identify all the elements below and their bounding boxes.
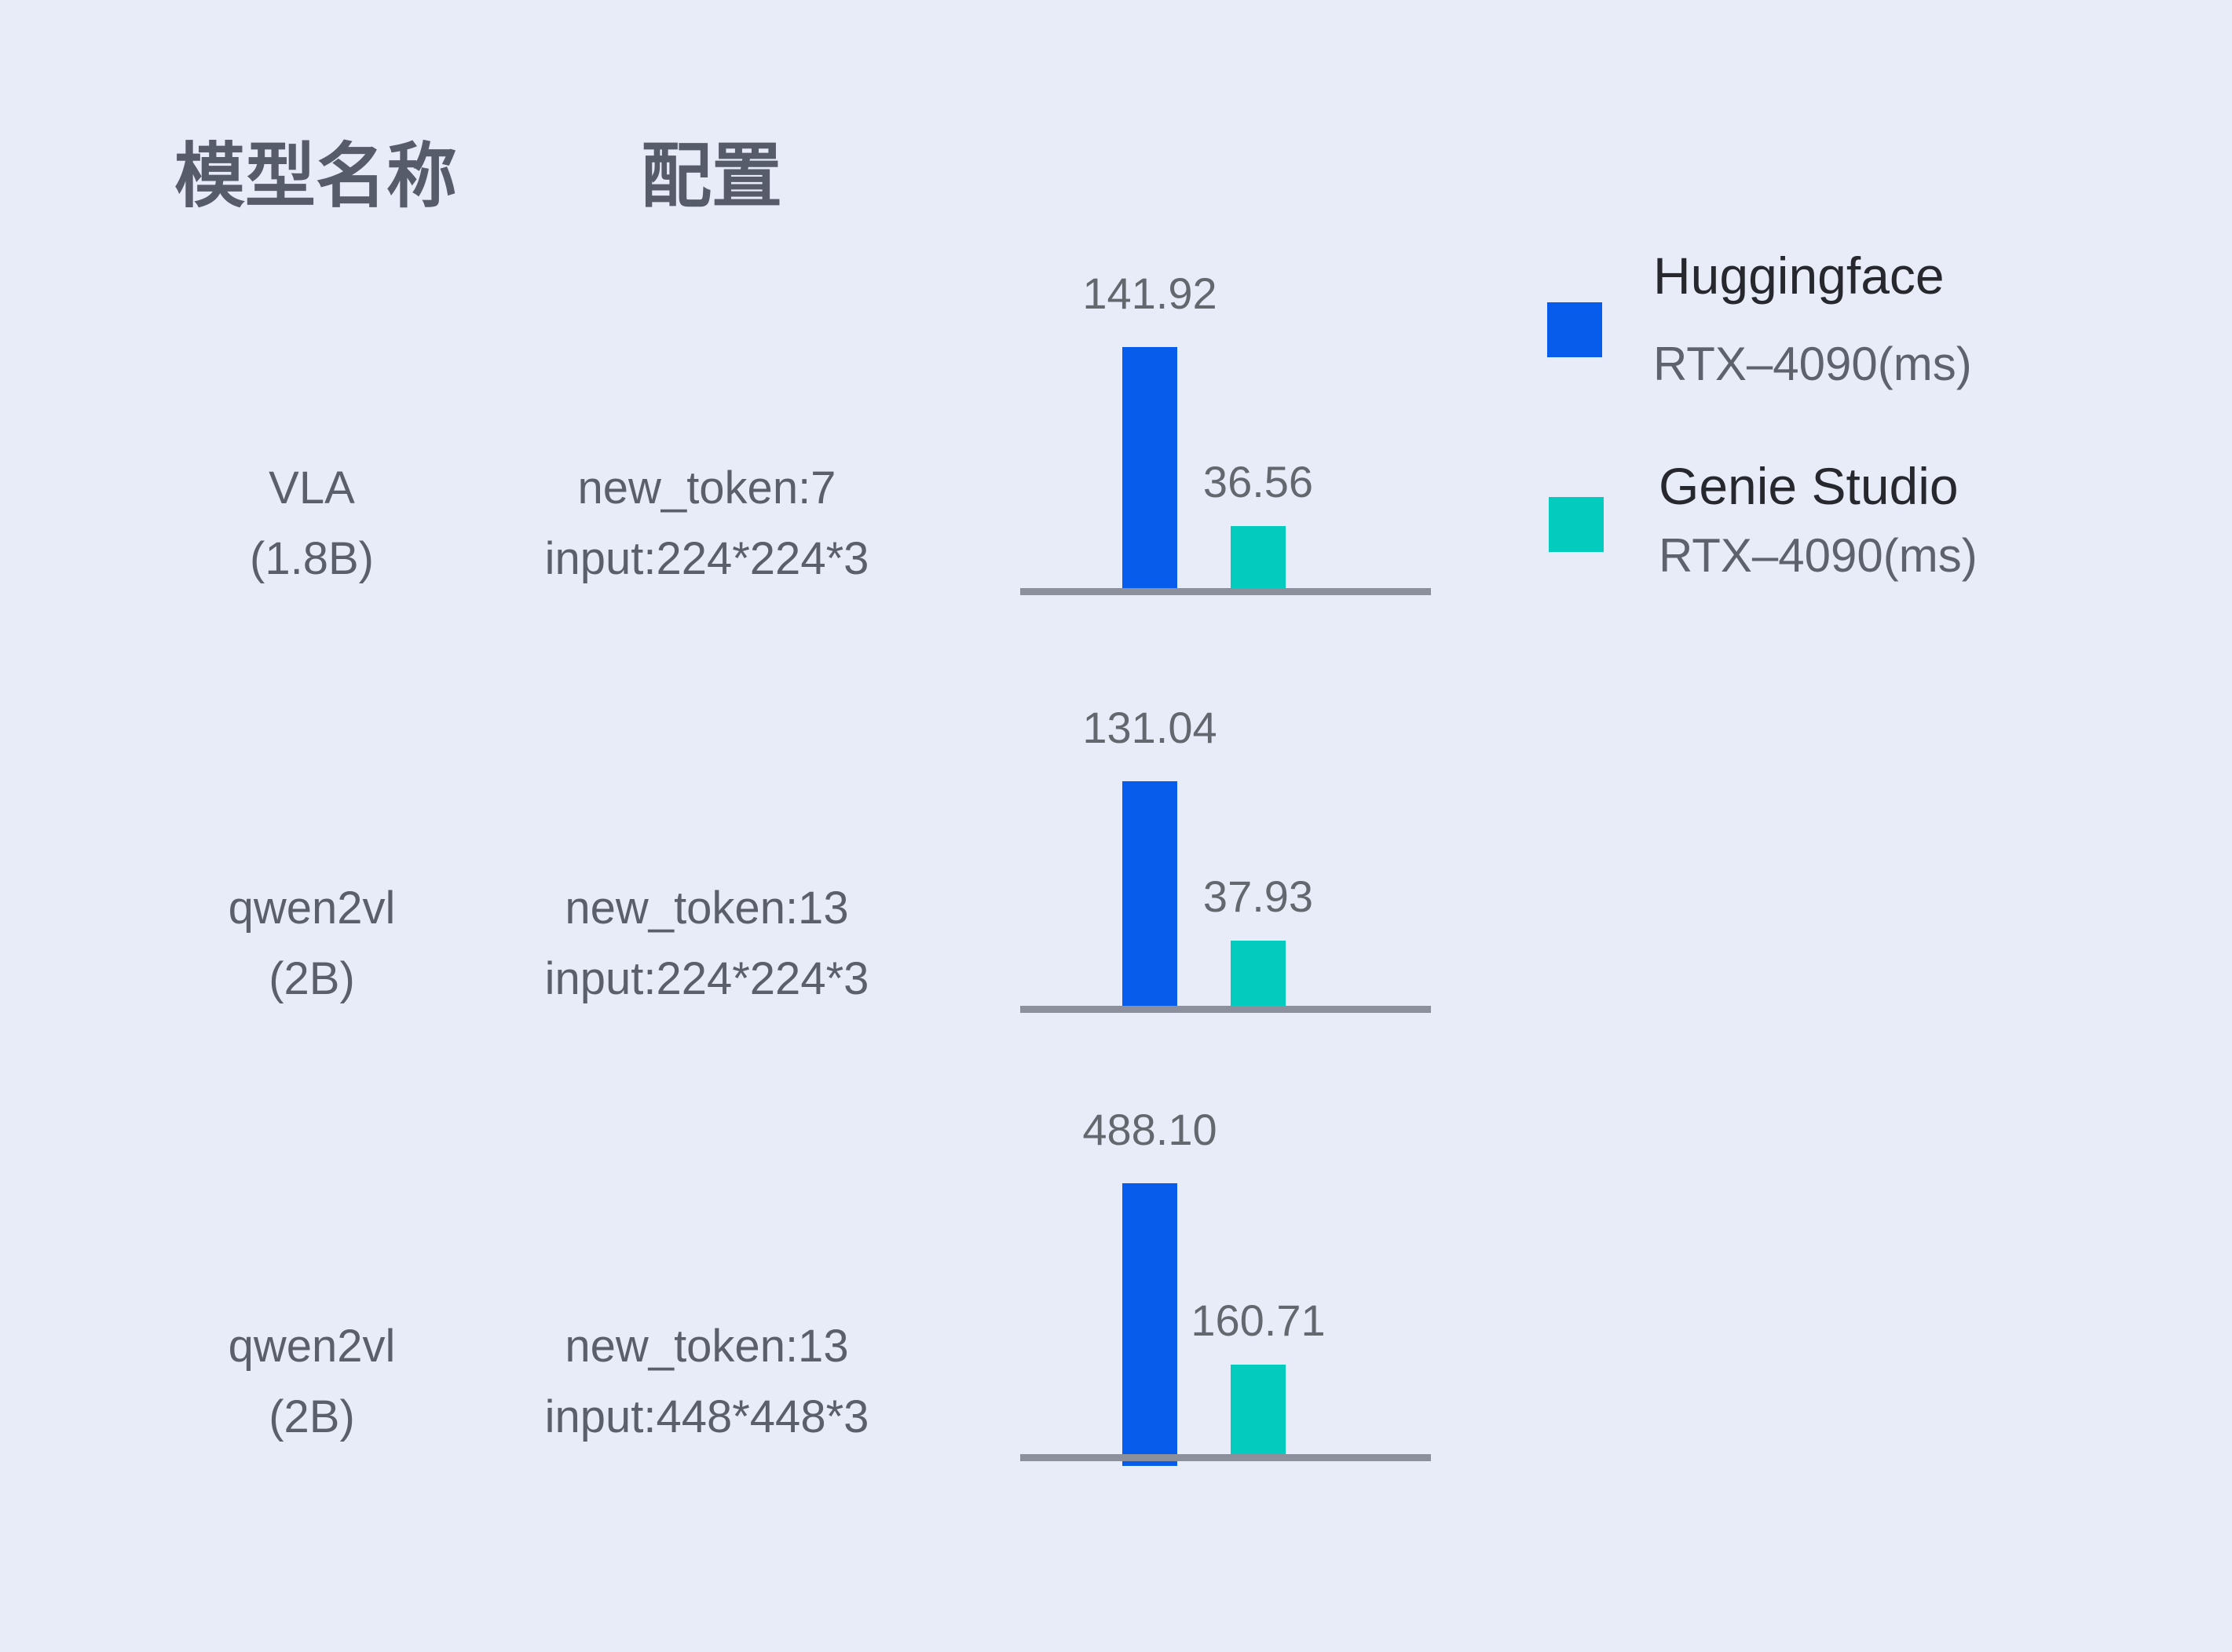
genie-value-label: 36.56 <box>1202 457 1314 506</box>
model-name: qwen2vl <box>228 1321 396 1372</box>
chart-baseline <box>1020 1454 1431 1461</box>
config-new-token: new_token:7 <box>577 462 836 514</box>
model-size: (2B) <box>269 953 355 1004</box>
model-cell: qwen2vl (2B) <box>147 873 477 1014</box>
hf-value-label: 131.04 <box>1082 703 1217 752</box>
model-cell: VLA (1.8B) <box>147 453 477 594</box>
config-input: input:224*224*3 <box>544 533 869 584</box>
config-input: input:448*448*3 <box>544 1391 869 1442</box>
model-name: qwen2vl <box>228 883 396 934</box>
huggingface-legend-detail: RTX–4090(ms) <box>1653 338 1972 390</box>
genie-bar <box>1231 941 1286 1006</box>
genie-studio-legend-swatch <box>1549 497 1604 552</box>
chart-baseline <box>1020 588 1431 595</box>
huggingface-legend-swatch <box>1547 302 1602 357</box>
genie-bar <box>1231 1365 1286 1454</box>
config-cell: new_token:13 input:224*224*3 <box>503 873 911 1014</box>
genie-bar <box>1231 526 1286 588</box>
chart-baseline <box>1020 1006 1431 1013</box>
model-name: VLA <box>269 462 355 514</box>
huggingface-legend-label: Huggingface <box>1653 247 1945 305</box>
genie-studio-legend-label: Genie Studio <box>1659 457 1959 515</box>
hf-bar <box>1122 1183 1177 1466</box>
hf-value-label: 141.92 <box>1082 269 1217 318</box>
model-cell: qwen2vl (2B) <box>147 1311 477 1453</box>
config-new-token: new_token:13 <box>565 883 849 934</box>
config-cell: new_token:7 input:224*224*3 <box>503 453 911 594</box>
hf-bar <box>1122 781 1177 1006</box>
model-size: (2B) <box>269 1391 355 1442</box>
hf-bar <box>1122 347 1177 588</box>
genie-studio-legend-detail: RTX–4090(ms) <box>1659 529 1978 582</box>
genie-value-label: 160.71 <box>1191 1296 1326 1345</box>
genie-value-label: 37.93 <box>1202 872 1314 921</box>
column-header-model-name: 模型名称 <box>174 137 457 216</box>
model-size: (1.8B) <box>250 533 374 584</box>
hf-value-label: 488.10 <box>1082 1105 1217 1154</box>
column-header-config: 配置 <box>641 137 782 216</box>
config-input: input:224*224*3 <box>544 953 869 1004</box>
config-new-token: new_token:13 <box>565 1321 849 1372</box>
config-cell: new_token:13 input:448*448*3 <box>503 1311 911 1453</box>
